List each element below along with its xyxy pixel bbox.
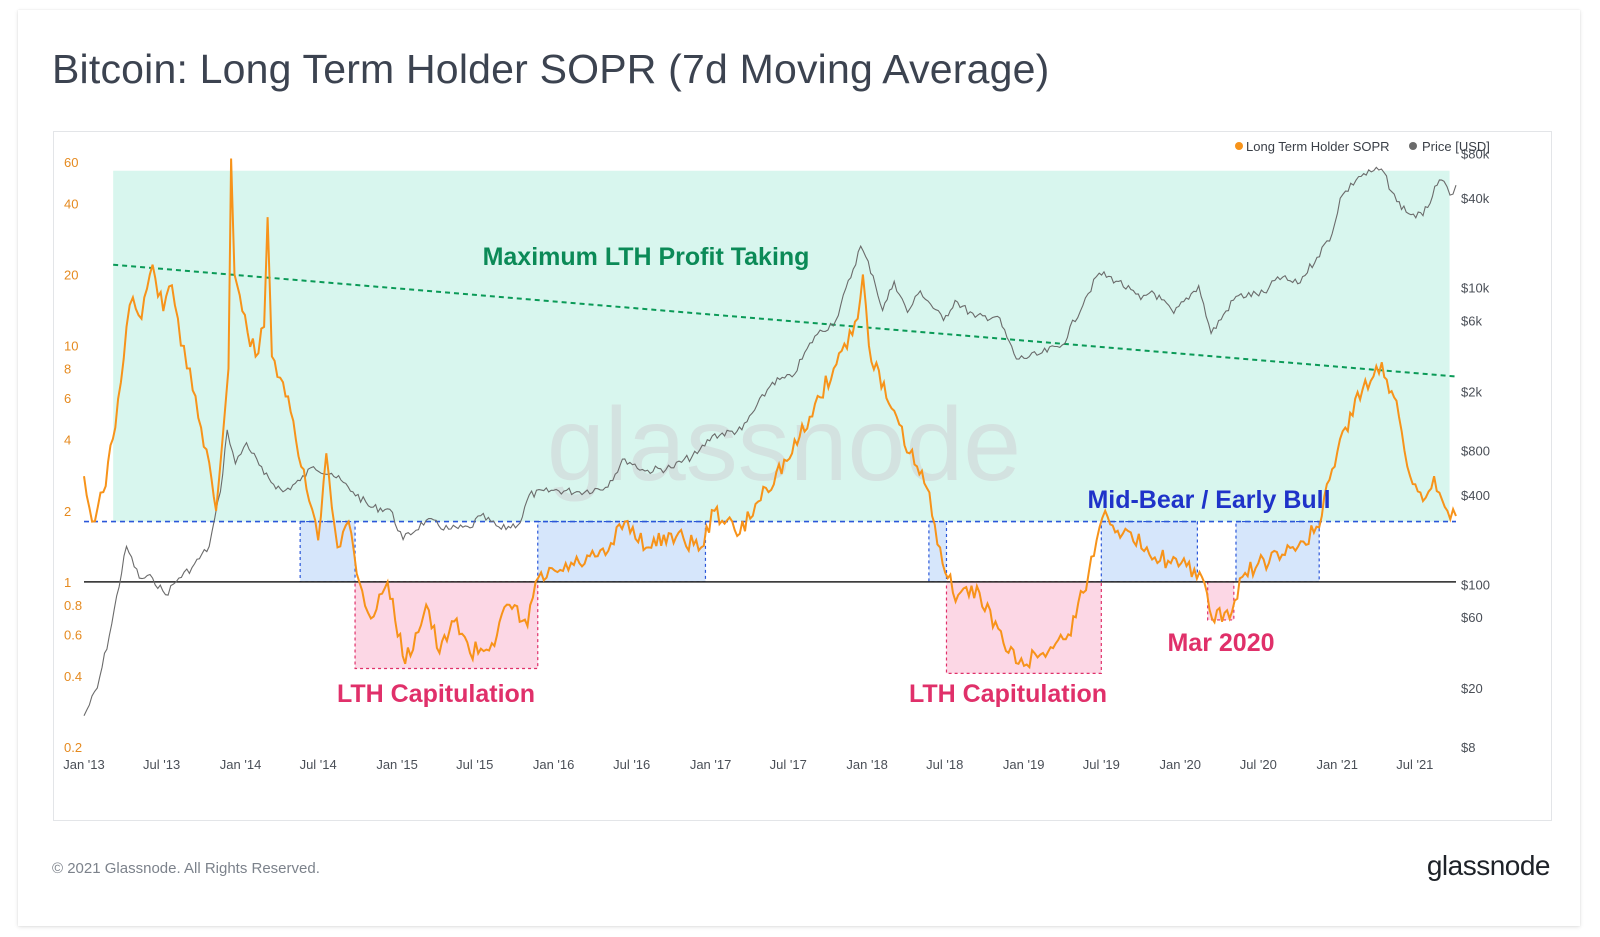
y-left-tick-label: 60 bbox=[64, 155, 78, 170]
y-left-tick-label: 0.2 bbox=[64, 740, 82, 755]
legend-sopr-marker bbox=[1235, 142, 1243, 150]
y-right-tick-label: $20 bbox=[1461, 681, 1483, 696]
y-right-tick-label: $800 bbox=[1461, 443, 1490, 458]
y-right-tick-label: $400 bbox=[1461, 488, 1490, 503]
x-tick-label: Jan '17 bbox=[690, 757, 732, 772]
y-left-tick-label: 20 bbox=[64, 268, 78, 283]
y-right-tick-label: $10k bbox=[1461, 281, 1490, 296]
y-right-tick-label: $2k bbox=[1461, 384, 1482, 399]
x-tick-label: Jul '19 bbox=[1083, 757, 1120, 772]
y-left-tick-label: 2 bbox=[64, 504, 71, 519]
x-tick-label: Jul '15 bbox=[456, 757, 493, 772]
mid-bear-zone bbox=[537, 520, 707, 583]
y-right-tick-label: $60 bbox=[1461, 610, 1483, 625]
x-tick-label: Jan '20 bbox=[1159, 757, 1201, 772]
x-tick-label: Jul '21 bbox=[1396, 757, 1433, 772]
x-tick-label: Jan '15 bbox=[376, 757, 418, 772]
y-left-tick-label: 10 bbox=[64, 339, 78, 354]
x-tick-label: Jan '13 bbox=[63, 757, 105, 772]
x-tick-label: Jul '17 bbox=[770, 757, 807, 772]
price-series-line bbox=[83, 166, 1457, 716]
x-tick-label: Jul '16 bbox=[613, 757, 650, 772]
x-tick-label: Jan '14 bbox=[220, 757, 262, 772]
annotations: Maximum LTH Profit Taking Mid-Bear / Earl… bbox=[337, 243, 1331, 708]
profit-taking-label: Maximum LTH Profit Taking bbox=[483, 243, 810, 271]
y-right-tick-label: $6k bbox=[1461, 313, 1482, 328]
x-tick-label: Jul '13 bbox=[143, 757, 180, 772]
x-tick-label: Jan '18 bbox=[846, 757, 888, 772]
axes: 0.2 0.4 0.6 0.8 1 2 4 6 8 10 20 40 60 $8 $20 $60 $100 $40… bbox=[63, 147, 1490, 772]
x-tick-label: Jan '21 bbox=[1316, 757, 1358, 772]
chart-regions bbox=[113, 170, 1450, 674]
x-tick-label: Jan '16 bbox=[533, 757, 575, 772]
y-right-tick-label: $100 bbox=[1461, 577, 1490, 592]
x-tick-label: Jul '14 bbox=[300, 757, 337, 772]
legend-price-marker bbox=[1409, 142, 1417, 150]
y-left-tick-label: 0.8 bbox=[64, 598, 82, 613]
x-tick-label: Jan '19 bbox=[1003, 757, 1045, 772]
mid-bear-label: Mid-Bear / Early Bull bbox=[1087, 486, 1330, 514]
y-left-tick-label: 0.6 bbox=[64, 627, 82, 642]
y-left-tick-label: 4 bbox=[64, 433, 71, 448]
y-left-tick-label: 40 bbox=[64, 196, 78, 211]
x-tick-label: Jul '20 bbox=[1240, 757, 1277, 772]
y-right-tick-label: $40k bbox=[1461, 191, 1490, 206]
copyright-text: © 2021 Glassnode. All Rights Reserved. bbox=[52, 860, 320, 877]
profit-taking-zone bbox=[113, 170, 1450, 522]
y-left-tick-label: 1 bbox=[64, 575, 71, 590]
capitulation-zone bbox=[354, 581, 539, 670]
capitulation-zone bbox=[945, 581, 1102, 674]
watermark: glassnode bbox=[547, 387, 1021, 503]
capitulation-label: LTH Capitulation bbox=[337, 680, 535, 708]
y-right-tick-label: $8 bbox=[1461, 740, 1475, 755]
y-left-tick-label: 0.4 bbox=[64, 669, 82, 684]
capitulation-label: LTH Capitulation bbox=[909, 680, 1107, 708]
brand-logo[interactable]: glassnode bbox=[1426, 850, 1551, 881]
series-lines bbox=[83, 158, 1457, 716]
mar-2020-label: Mar 2020 bbox=[1167, 629, 1274, 657]
legend: Long Term Holder SOPR Price [USD] bbox=[1235, 139, 1490, 154]
chart-panel: glassnode Maximum LTH Profit Taking Mid-B… bbox=[53, 131, 1552, 821]
y-left-tick-label: 6 bbox=[64, 391, 71, 406]
sopr-chart: glassnode Maximum LTH Profit Taking Mid-B… bbox=[63, 139, 1490, 772]
y-left-tick-label: 8 bbox=[64, 362, 71, 377]
mid-bear-zone bbox=[299, 520, 356, 583]
mid-bear-zone bbox=[928, 520, 948, 583]
legend-price-label: Price [USD] bbox=[1422, 139, 1490, 154]
x-tick-label: Jul '18 bbox=[926, 757, 963, 772]
legend-sopr-label: Long Term Holder SOPR bbox=[1246, 139, 1390, 154]
y-right-tick-label: $80k bbox=[1461, 147, 1490, 162]
page-title: Bitcoin: Long Term Holder SOPR (7d Movin… bbox=[52, 46, 1050, 92]
sopr-series-line bbox=[83, 158, 1457, 670]
